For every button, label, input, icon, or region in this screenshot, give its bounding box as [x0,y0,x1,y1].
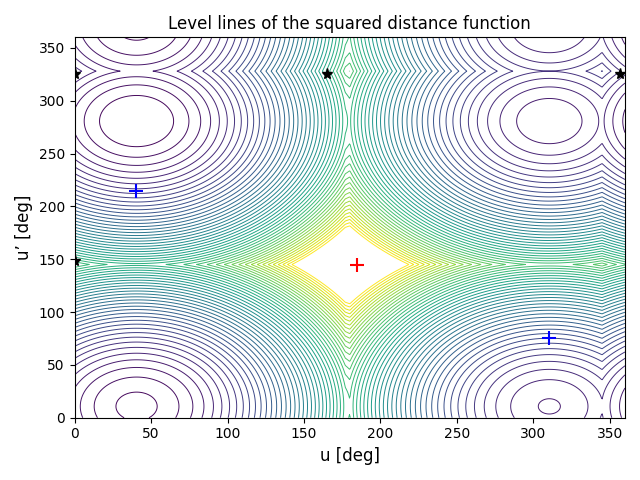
Y-axis label: u’ [deg]: u’ [deg] [15,195,33,260]
X-axis label: u [deg]: u [deg] [320,447,380,465]
Title: Level lines of the squared distance function: Level lines of the squared distance func… [168,15,531,33]
